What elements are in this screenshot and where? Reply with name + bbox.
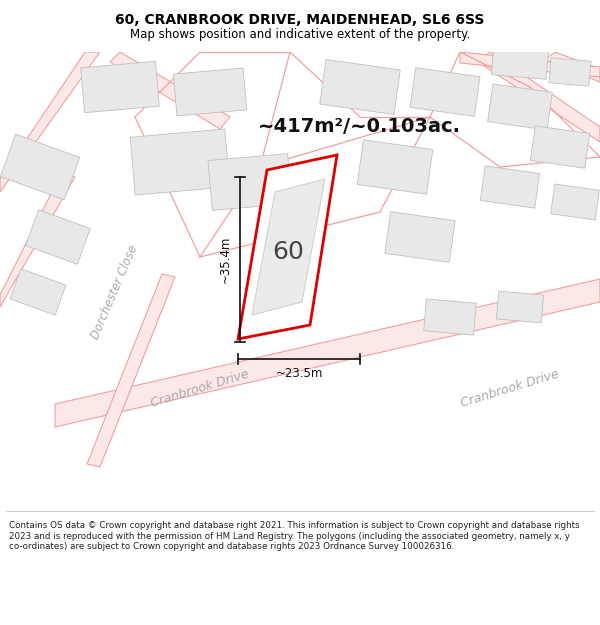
Text: Cranbrook Drive: Cranbrook Drive <box>459 368 561 410</box>
Text: ~23.5m: ~23.5m <box>275 367 323 380</box>
Text: Contains OS data © Crown copyright and database right 2021. This information is : Contains OS data © Crown copyright and d… <box>9 521 580 551</box>
Polygon shape <box>320 59 400 114</box>
Polygon shape <box>385 212 455 262</box>
Polygon shape <box>481 166 539 208</box>
Polygon shape <box>357 140 433 194</box>
Polygon shape <box>530 126 590 168</box>
Polygon shape <box>410 68 480 116</box>
Text: Dorchester Close: Dorchester Close <box>89 243 141 341</box>
Polygon shape <box>551 184 599 220</box>
Polygon shape <box>173 68 247 116</box>
Polygon shape <box>549 58 591 86</box>
Polygon shape <box>10 269 66 315</box>
Polygon shape <box>544 52 600 82</box>
Polygon shape <box>460 52 600 77</box>
Polygon shape <box>130 129 230 195</box>
Polygon shape <box>491 44 549 79</box>
Polygon shape <box>1 134 80 200</box>
Text: Cranbrook Drive: Cranbrook Drive <box>149 368 251 410</box>
Polygon shape <box>478 52 600 142</box>
Polygon shape <box>252 179 325 315</box>
Polygon shape <box>496 291 544 323</box>
Polygon shape <box>80 61 160 112</box>
Polygon shape <box>424 299 476 335</box>
Polygon shape <box>26 210 91 264</box>
Polygon shape <box>110 52 230 129</box>
Polygon shape <box>87 274 175 467</box>
Text: 60, CRANBROOK DRIVE, MAIDENHEAD, SL6 6SS: 60, CRANBROOK DRIVE, MAIDENHEAD, SL6 6SS <box>115 13 485 27</box>
Text: Map shows position and indicative extent of the property.: Map shows position and indicative extent… <box>130 28 470 41</box>
Text: ~417m²/~0.103ac.: ~417m²/~0.103ac. <box>258 118 461 136</box>
Polygon shape <box>0 52 100 192</box>
Text: ~35.4m: ~35.4m <box>219 236 232 283</box>
Text: 60: 60 <box>272 240 304 264</box>
Polygon shape <box>55 279 600 427</box>
Polygon shape <box>0 172 75 307</box>
Polygon shape <box>238 155 337 339</box>
Polygon shape <box>208 154 292 211</box>
Polygon shape <box>488 84 553 130</box>
